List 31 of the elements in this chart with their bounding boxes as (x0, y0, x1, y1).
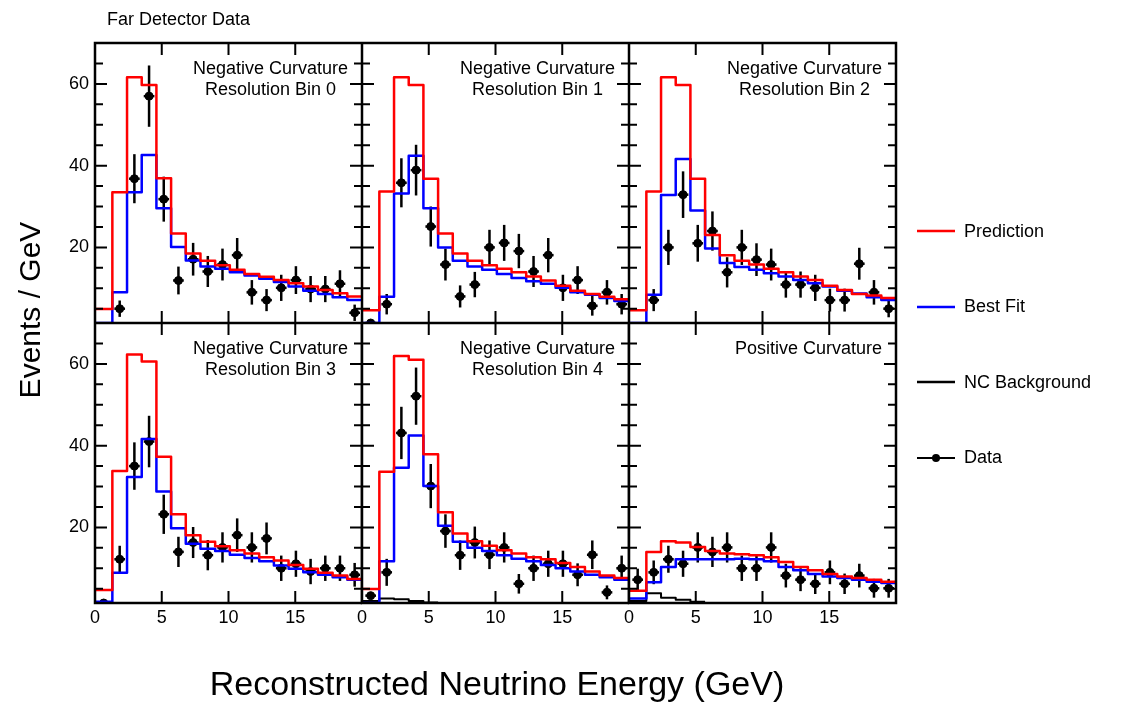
y-tick-label: 40 (68, 154, 89, 175)
annotation: Negative Curvature Resolution Bin 4 (459, 338, 615, 380)
x-tick-label: 10 (485, 606, 506, 627)
annotation: Negative Curvature Resolution Bin 3 (192, 338, 348, 380)
x-axis-title: Reconstructed Neutrino Energy (GeV) (209, 663, 785, 703)
legend-label: Best Fit (964, 296, 1026, 317)
x-tick-label: 5 (690, 606, 701, 627)
y-axis-title: Events / GeV (13, 221, 47, 399)
x-tick-label: 15 (819, 606, 840, 627)
x-tick-label: 0 (89, 606, 101, 627)
x-tick-label: 5 (156, 606, 167, 627)
x-tick-label: 15 (552, 606, 573, 627)
y-tick-label: 20 (68, 516, 89, 537)
chart-title: Far Detector Data (107, 9, 251, 30)
x-tick-label: 15 (285, 606, 306, 627)
legend-label: Data (964, 447, 1003, 468)
legend-label: NC Background (964, 371, 1092, 393)
annotation: Negative Curvature Resolution Bin 1 (459, 58, 615, 100)
x-tick-label: 0 (356, 606, 368, 627)
y-tick-label: 20 (68, 236, 89, 257)
x-tick-label: 10 (752, 606, 773, 627)
x-tick-label: 10 (218, 606, 239, 627)
annotation: Negative Curvature Resolution Bin 0 (192, 58, 348, 100)
legend-label: Prediction (964, 220, 1045, 242)
x-tick-label: 5 (423, 606, 434, 627)
y-tick-label: 60 (68, 72, 89, 93)
x-tick-label: 0 (623, 606, 635, 627)
annotation: Negative Curvature Resolution Bin 2 (726, 58, 882, 100)
annotation: Positive Curvature (734, 338, 882, 359)
y-tick-label: 60 (68, 352, 89, 373)
y-tick-label: 40 (68, 434, 89, 455)
